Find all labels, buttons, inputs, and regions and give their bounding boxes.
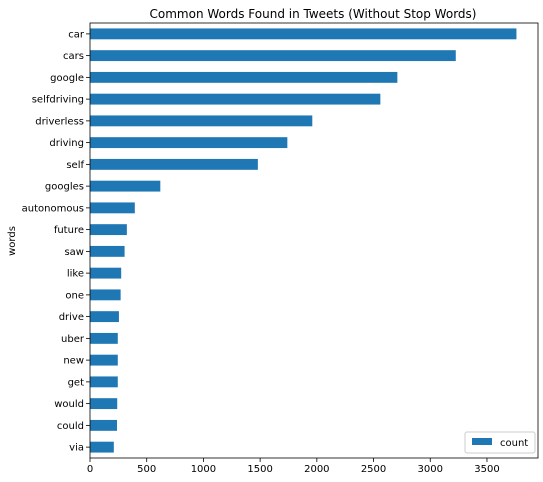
legend-label: count	[500, 438, 528, 449]
y-tick-label-future: future	[54, 225, 84, 236]
legend-frame	[464, 431, 536, 454]
y-tick-label-drive: drive	[59, 312, 84, 323]
bar-selfdriving	[90, 93, 381, 105]
y-tick-label-self: self	[66, 160, 84, 171]
y-tick-label-like: like	[67, 269, 84, 280]
bar-uber	[90, 332, 118, 344]
bar-driverless	[90, 115, 313, 127]
bar-future	[90, 224, 127, 236]
y-tick-label-would: would	[54, 399, 84, 410]
axes-group: car cars google selfdriving driverless drivin…	[22, 22, 539, 475]
y-tick-label-one: one	[65, 290, 84, 301]
chart-title: Common Words Found in Tweets (Without St…	[150, 7, 477, 21]
y-tick-label-get: get	[68, 377, 85, 388]
y-tick-label-google: google	[50, 73, 84, 84]
bar-cars	[90, 50, 456, 62]
x-tick-label-2500: 2500	[361, 464, 386, 475]
plot-frame	[89, 22, 539, 459]
bar-drive	[90, 311, 119, 323]
y-tick-label-autonomous: autonomous	[22, 203, 84, 214]
x-tick-label-2000: 2000	[304, 464, 329, 475]
x-tick-label-3500: 3500	[474, 464, 499, 475]
y-tick-label-driving: driving	[49, 138, 84, 149]
x-tick-label-3000: 3000	[418, 464, 443, 475]
legend: count	[464, 431, 536, 454]
bar-google	[90, 71, 398, 83]
y-tick-label-via: via	[69, 443, 84, 454]
bar-self	[90, 158, 258, 170]
bar-could	[90, 419, 117, 431]
bars-group	[90, 28, 517, 453]
x-tick-label-0: 0	[87, 464, 93, 475]
bar-via	[90, 441, 114, 453]
y-tick-label-selfdriving: selfdriving	[32, 95, 84, 106]
y-tick-label-car: car	[68, 29, 85, 40]
y-tick-label-driverless: driverless	[35, 116, 84, 127]
y-tick-label-uber: uber	[61, 334, 85, 345]
bar-autonomous	[90, 202, 135, 214]
bar-new	[90, 354, 118, 366]
y-tick-label-googles: googles	[45, 182, 84, 193]
bar-one	[90, 289, 121, 301]
bar-driving	[90, 137, 288, 149]
x-tick-label-1000: 1000	[191, 464, 216, 475]
y-tick-label-cars: cars	[63, 51, 84, 62]
y-tick-label-could: could	[57, 421, 84, 432]
bar-like	[90, 267, 122, 279]
y-tick-label-new: new	[63, 356, 84, 367]
y-tick-label-saw: saw	[64, 247, 84, 258]
y-axis-label: words	[7, 226, 18, 256]
bar-googles	[90, 180, 161, 192]
x-tick-label-1500: 1500	[247, 464, 272, 475]
bar-car	[90, 28, 517, 40]
x-tick-label-500: 500	[137, 464, 156, 475]
legend-swatch	[472, 438, 492, 445]
bar-would	[90, 398, 118, 410]
bar-get	[90, 376, 118, 388]
bar-saw	[90, 245, 125, 257]
